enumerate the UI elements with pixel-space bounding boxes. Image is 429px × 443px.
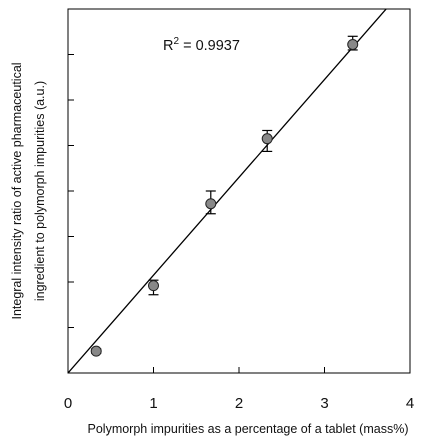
marker-4 bbox=[347, 38, 359, 50]
fit-line bbox=[68, 9, 388, 373]
marker-1 bbox=[148, 280, 159, 292]
x-axis-label: Polymorph impurities as a percentage of … bbox=[88, 422, 409, 436]
data-point-2 bbox=[205, 190, 217, 215]
y-axis-label-line-1: Integral intensity ratio of active pharm… bbox=[10, 62, 24, 319]
marker-2 bbox=[205, 198, 217, 210]
y-axis-ticks bbox=[68, 8, 74, 328]
data-point-3 bbox=[261, 129, 273, 153]
data-point-1 bbox=[148, 279, 159, 296]
plot-frame bbox=[67, 8, 411, 374]
data-points bbox=[90, 35, 359, 357]
x-tick-label-3: 3 bbox=[320, 395, 328, 412]
data-point-0 bbox=[90, 345, 102, 357]
r-squared-annotation: R2 = 0.9937 bbox=[163, 36, 240, 54]
x-tick-label-2: 2 bbox=[235, 395, 243, 412]
x-tick-label-0: 0 bbox=[64, 395, 72, 412]
y-axis-label-line-2: ingredient to polymorph impurities (a.u.… bbox=[33, 81, 47, 301]
marker-0 bbox=[90, 345, 102, 357]
marker-3 bbox=[261, 133, 273, 145]
x-tick-label-4: 4 bbox=[406, 395, 414, 412]
x-axis-ticks: 0 1 2 3 4 bbox=[64, 367, 414, 412]
x-tick-label-1: 1 bbox=[149, 395, 157, 412]
fit-line-group bbox=[68, 9, 388, 373]
data-point-4 bbox=[347, 35, 359, 51]
